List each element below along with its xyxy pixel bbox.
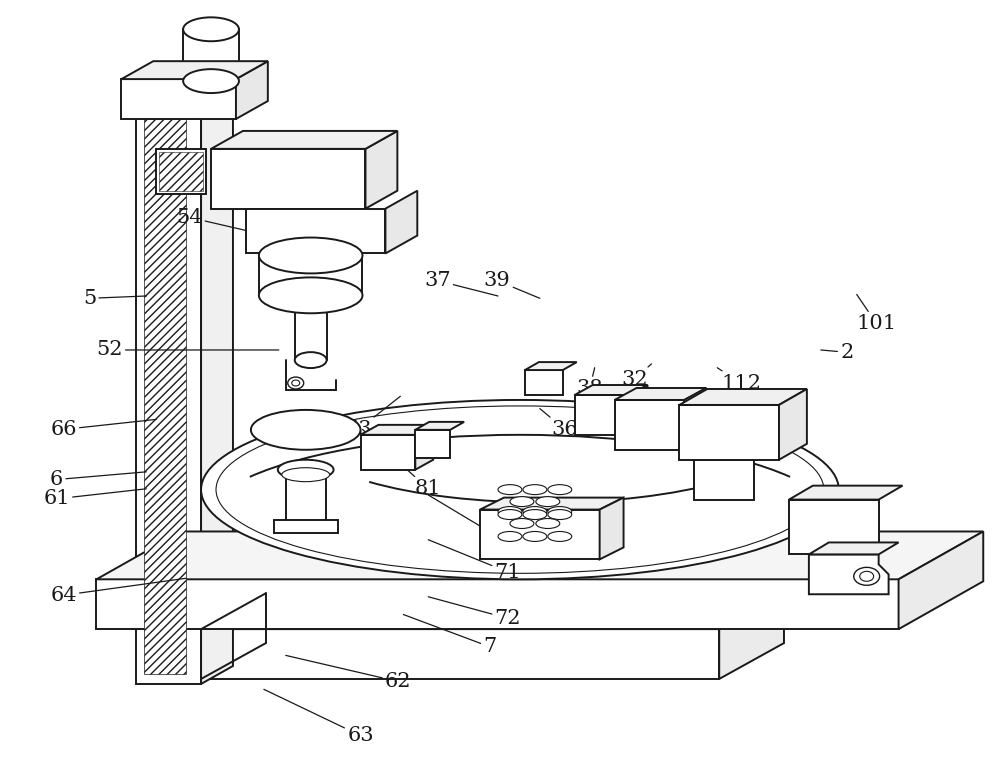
Ellipse shape (295, 352, 327, 368)
Text: 54: 54 (176, 208, 256, 233)
Ellipse shape (548, 509, 572, 519)
Ellipse shape (183, 17, 239, 41)
Bar (525, 370, 563, 395)
Text: 66: 66 (50, 420, 156, 439)
Ellipse shape (259, 238, 362, 273)
Ellipse shape (548, 485, 572, 495)
Bar (361, 435, 415, 470)
Text: 62: 62 (286, 656, 412, 691)
Text: 2: 2 (821, 343, 853, 361)
Ellipse shape (292, 380, 300, 386)
Text: 73: 73 (428, 495, 521, 553)
Ellipse shape (183, 69, 239, 93)
Text: 64: 64 (50, 578, 186, 604)
Text: 71: 71 (428, 539, 521, 581)
Bar (159, 152, 203, 190)
Ellipse shape (510, 519, 534, 529)
Ellipse shape (536, 497, 560, 506)
Ellipse shape (288, 377, 304, 389)
Text: 61: 61 (43, 489, 146, 509)
Bar (156, 149, 206, 194)
Polygon shape (684, 388, 706, 450)
Text: 53: 53 (345, 396, 400, 439)
Text: 63: 63 (264, 690, 374, 745)
Bar (211, 149, 365, 209)
Polygon shape (211, 131, 397, 149)
Ellipse shape (548, 532, 572, 542)
Ellipse shape (251, 410, 361, 450)
Text: 38: 38 (576, 368, 603, 398)
Text: 7: 7 (403, 615, 497, 656)
Bar (144, 106, 186, 674)
Polygon shape (899, 532, 983, 629)
Ellipse shape (498, 532, 522, 542)
Polygon shape (719, 593, 784, 679)
Text: 36: 36 (540, 409, 578, 439)
Bar (286, 470, 326, 525)
Polygon shape (525, 362, 577, 370)
Ellipse shape (548, 506, 572, 516)
Text: 6: 6 (50, 470, 146, 489)
Ellipse shape (523, 532, 547, 542)
Text: 52: 52 (96, 341, 279, 359)
Polygon shape (575, 385, 647, 395)
Polygon shape (201, 78, 233, 684)
Polygon shape (480, 498, 624, 509)
Polygon shape (789, 485, 903, 499)
Ellipse shape (523, 506, 547, 516)
Polygon shape (415, 422, 464, 430)
Polygon shape (385, 190, 417, 253)
Polygon shape (600, 498, 624, 560)
Bar (679, 405, 779, 460)
Bar (96, 579, 899, 629)
Polygon shape (615, 388, 706, 400)
Polygon shape (136, 78, 233, 96)
Ellipse shape (523, 485, 547, 495)
Bar (415, 430, 450, 457)
Bar (201, 629, 719, 679)
Bar (789, 499, 879, 554)
Text: 39: 39 (484, 271, 540, 298)
Polygon shape (365, 131, 397, 209)
Ellipse shape (282, 467, 330, 481)
Bar (694, 460, 754, 499)
Text: 81: 81 (362, 430, 442, 498)
Polygon shape (694, 450, 772, 460)
Polygon shape (201, 593, 784, 629)
Ellipse shape (498, 485, 522, 495)
Polygon shape (809, 543, 899, 554)
Text: 32: 32 (621, 364, 651, 389)
Bar (480, 509, 600, 560)
Polygon shape (809, 554, 889, 594)
Bar (246, 209, 385, 253)
Bar (615, 400, 684, 450)
Polygon shape (630, 385, 647, 435)
Ellipse shape (201, 400, 839, 579)
Text: 37: 37 (424, 271, 498, 296)
Polygon shape (96, 532, 983, 579)
Ellipse shape (523, 509, 547, 519)
Polygon shape (361, 425, 433, 435)
Polygon shape (121, 61, 268, 79)
Polygon shape (236, 61, 268, 119)
Ellipse shape (854, 567, 880, 585)
Ellipse shape (498, 509, 522, 519)
Bar (136, 96, 201, 684)
Bar (121, 79, 236, 119)
Bar (575, 395, 630, 435)
Text: 5: 5 (83, 289, 146, 308)
Ellipse shape (278, 460, 334, 480)
Ellipse shape (510, 497, 534, 506)
Text: 101: 101 (857, 294, 897, 334)
Ellipse shape (498, 506, 522, 516)
Polygon shape (415, 425, 433, 470)
Text: 72: 72 (428, 597, 521, 628)
Ellipse shape (536, 519, 560, 529)
Ellipse shape (259, 277, 362, 313)
Bar (274, 519, 338, 533)
Polygon shape (779, 389, 807, 460)
Text: 112: 112 (717, 368, 761, 392)
Polygon shape (679, 389, 807, 405)
Ellipse shape (860, 571, 874, 581)
